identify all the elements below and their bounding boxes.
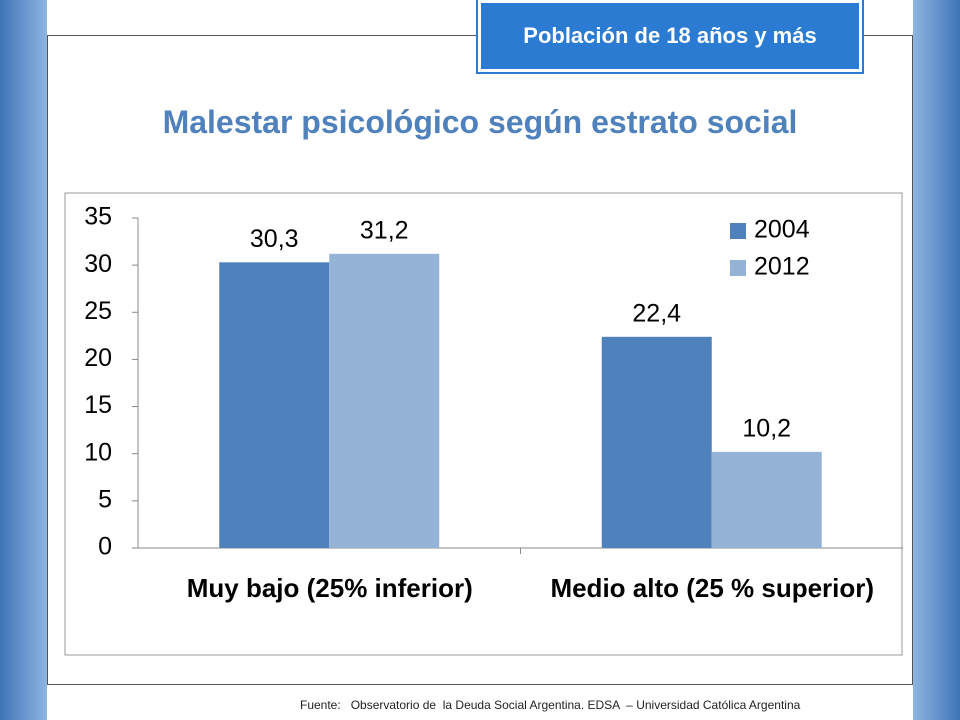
legend-label: 2004 bbox=[754, 216, 810, 244]
y-tick-label: 5 bbox=[98, 485, 112, 513]
legend-swatch bbox=[730, 223, 746, 239]
chart-title: Malestar psicológico según estrato socia… bbox=[162, 104, 798, 140]
slide-area bbox=[47, 35, 913, 685]
chart-frame bbox=[64, 192, 903, 656]
legend-label: 2012 bbox=[754, 253, 810, 281]
y-tick-label: 0 bbox=[98, 533, 112, 561]
legend-swatch bbox=[730, 260, 746, 276]
x-tick-label: Muy bajo (25% inferior) bbox=[186, 573, 473, 603]
y-tick-label: 10 bbox=[84, 438, 112, 466]
data-label: 30,3 bbox=[250, 225, 299, 253]
bar bbox=[711, 451, 822, 548]
y-tick-label: 25 bbox=[84, 297, 112, 325]
bar bbox=[601, 336, 712, 548]
footer: Fuente: Observatorio de la Deuda Social … bbox=[300, 698, 801, 712]
x-tick-label: Medio alto (25 % superior) bbox=[550, 573, 875, 603]
y-tick-label: 20 bbox=[84, 344, 112, 372]
y-tick-label: 35 bbox=[84, 203, 112, 231]
y-tick-label: 15 bbox=[84, 391, 112, 419]
data-label: 10,2 bbox=[742, 414, 791, 442]
y-tick-label: 30 bbox=[84, 250, 112, 278]
data-label: 22,4 bbox=[632, 299, 681, 327]
data-label: 31,2 bbox=[360, 216, 409, 244]
badge: Población de 18 años y más bbox=[476, 0, 864, 74]
bar bbox=[329, 253, 440, 549]
bar bbox=[219, 262, 330, 548]
